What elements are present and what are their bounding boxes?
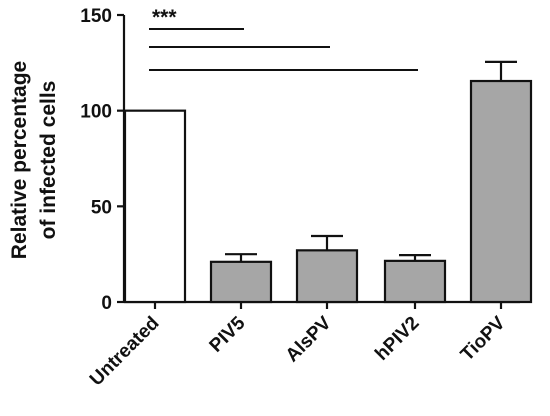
y-axis-label-line: of infected cells <box>37 81 60 240</box>
x-tick-label-untreated: Untreated <box>86 313 164 391</box>
bar-alspv <box>295 249 359 304</box>
y-axis-label: Relative percentage of infected cells <box>8 61 60 259</box>
significance-annotations: *** <box>149 6 418 71</box>
y-tick-label: 150 <box>80 6 112 27</box>
x-tick-label-tiopv: TioPV <box>457 312 510 365</box>
error-bars <box>225 60 517 262</box>
bar-tiopv <box>469 79 533 304</box>
bars <box>123 79 533 304</box>
bar-piv5 <box>209 260 273 304</box>
bar-hpiv2 <box>383 259 447 304</box>
y-tick-label: 0 <box>101 293 112 314</box>
x-tick-label-hpiv2: hPIV2 <box>371 313 423 365</box>
y-tick-label: 100 <box>80 102 112 123</box>
x-tick-labels: Untreated PIV5 AlsPV hPIV2 TioPV <box>86 302 510 390</box>
x-tick-label-alspv: AlsPV <box>282 312 336 366</box>
y-tick-label: 50 <box>91 197 112 218</box>
y-axis-label-line: Relative percentage <box>8 61 31 259</box>
significance-label: *** <box>152 6 177 29</box>
bar-untreated <box>123 109 187 304</box>
x-tick-label-piv5: PIV5 <box>206 312 250 356</box>
y-tick-labels: 0 50 100 150 <box>80 6 124 314</box>
